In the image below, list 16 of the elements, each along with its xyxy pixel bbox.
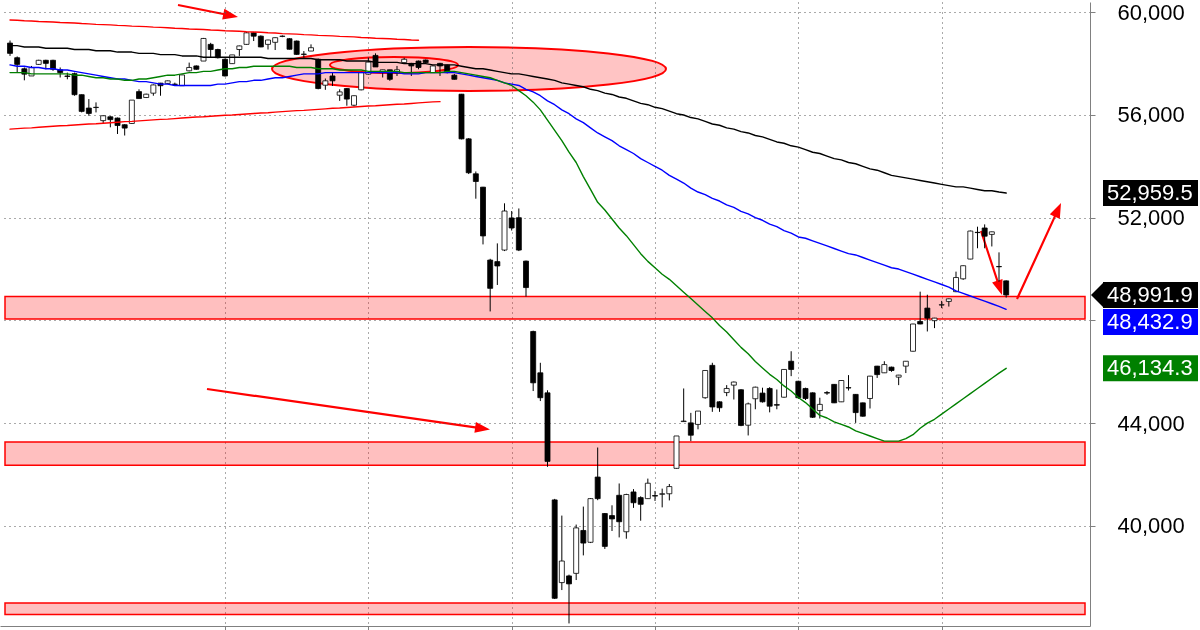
- candlestick: [128, 99, 135, 125]
- candlestick: [680, 387, 687, 423]
- y-tick-label: 52,000: [1117, 205, 1185, 231]
- y-tick-label: 60,000: [1117, 0, 1185, 25]
- text: 46,134.3: [1107, 355, 1193, 381]
- text: 48,991.9: [1107, 281, 1193, 307]
- text: 48,432.9: [1107, 308, 1193, 334]
- y-tick-label: 56,000: [1117, 102, 1185, 128]
- y-tick-label: 44,000: [1117, 410, 1185, 436]
- text: 52,959.5: [1107, 180, 1193, 206]
- candlestick: [996, 251, 1002, 283]
- candlestick: [867, 375, 873, 409]
- y-tick-label: 40,000: [1117, 513, 1185, 539]
- line-series: [9, 100, 441, 130]
- line-series: [9, 19, 420, 41]
- candlestick: [472, 170, 479, 200]
